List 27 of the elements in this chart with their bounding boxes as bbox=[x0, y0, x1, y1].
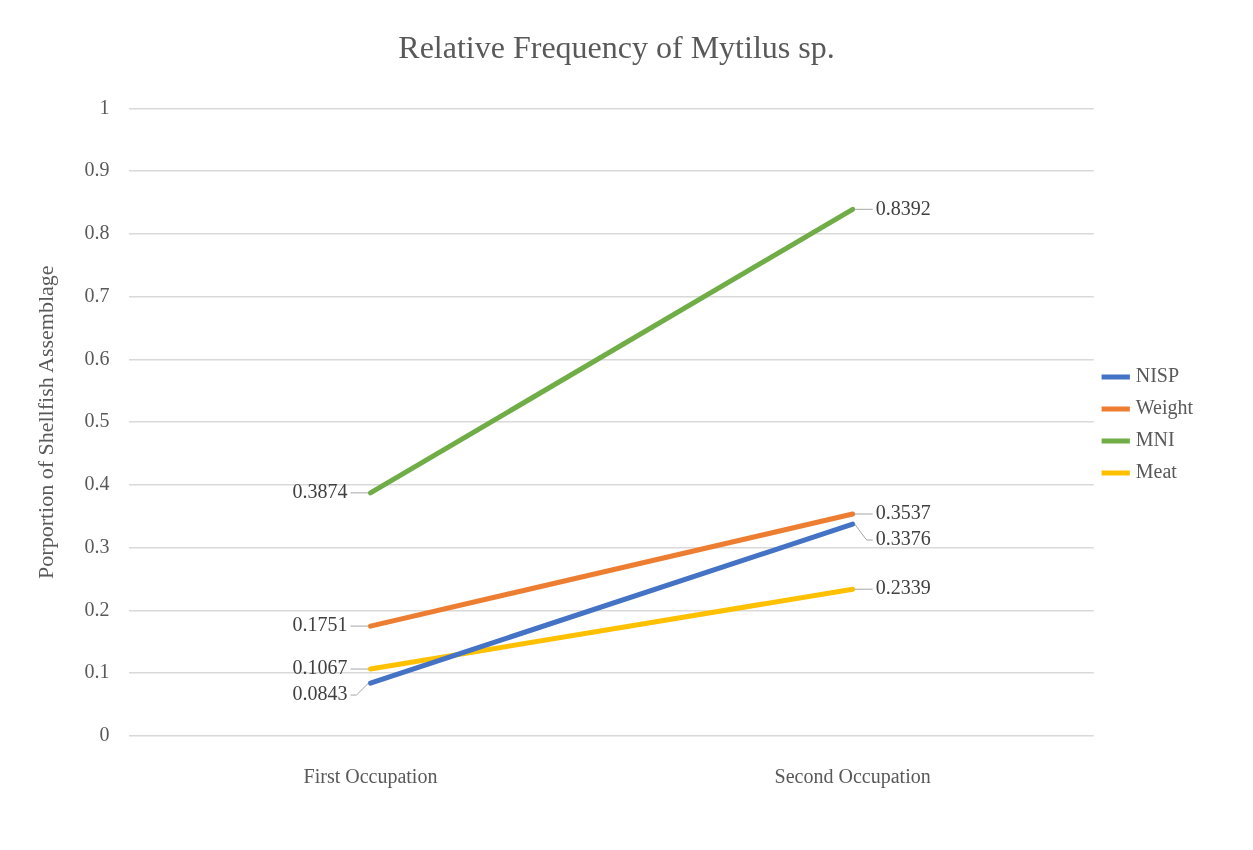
x-tick-label: Second Occupation bbox=[774, 765, 931, 789]
chart-title: Relative Frequency of Mytilus sp. bbox=[398, 28, 835, 65]
data-label: 0.2339 bbox=[875, 576, 931, 599]
y-tick-label: 1 bbox=[99, 95, 110, 118]
y-tick-label: 0.7 bbox=[84, 283, 110, 306]
legend-label: Weight bbox=[1135, 396, 1194, 420]
data-label: 0.0843 bbox=[292, 682, 348, 705]
data-label: 0.8392 bbox=[875, 196, 931, 219]
y-tick-label: 0 bbox=[99, 723, 110, 746]
legend-label: NISP bbox=[1135, 364, 1180, 387]
y-tick-label: 0.9 bbox=[84, 158, 110, 181]
legend-label: MNI bbox=[1135, 428, 1175, 451]
data-label: 0.1751 bbox=[292, 613, 348, 636]
y-tick-label: 0.4 bbox=[84, 472, 110, 495]
y-tick-label: 0.2 bbox=[84, 597, 110, 620]
y-tick-label: 0.5 bbox=[84, 409, 110, 432]
y-tick-label: 0.3 bbox=[84, 534, 110, 557]
data-label: 0.1067 bbox=[292, 656, 348, 679]
x-tick-label: First Occupation bbox=[303, 765, 438, 789]
y-tick-label: 0.8 bbox=[84, 221, 110, 244]
data-label: 0.3376 bbox=[875, 527, 931, 550]
y-axis-title: Porportion of Shellfish Assemblage bbox=[32, 265, 58, 579]
y-tick-label: 0.1 bbox=[84, 660, 110, 683]
legend-label: Meat bbox=[1135, 460, 1178, 483]
data-label: 0.3874 bbox=[292, 480, 348, 503]
data-label: 0.3537 bbox=[875, 501, 931, 524]
y-tick-label: 0.6 bbox=[84, 346, 110, 369]
